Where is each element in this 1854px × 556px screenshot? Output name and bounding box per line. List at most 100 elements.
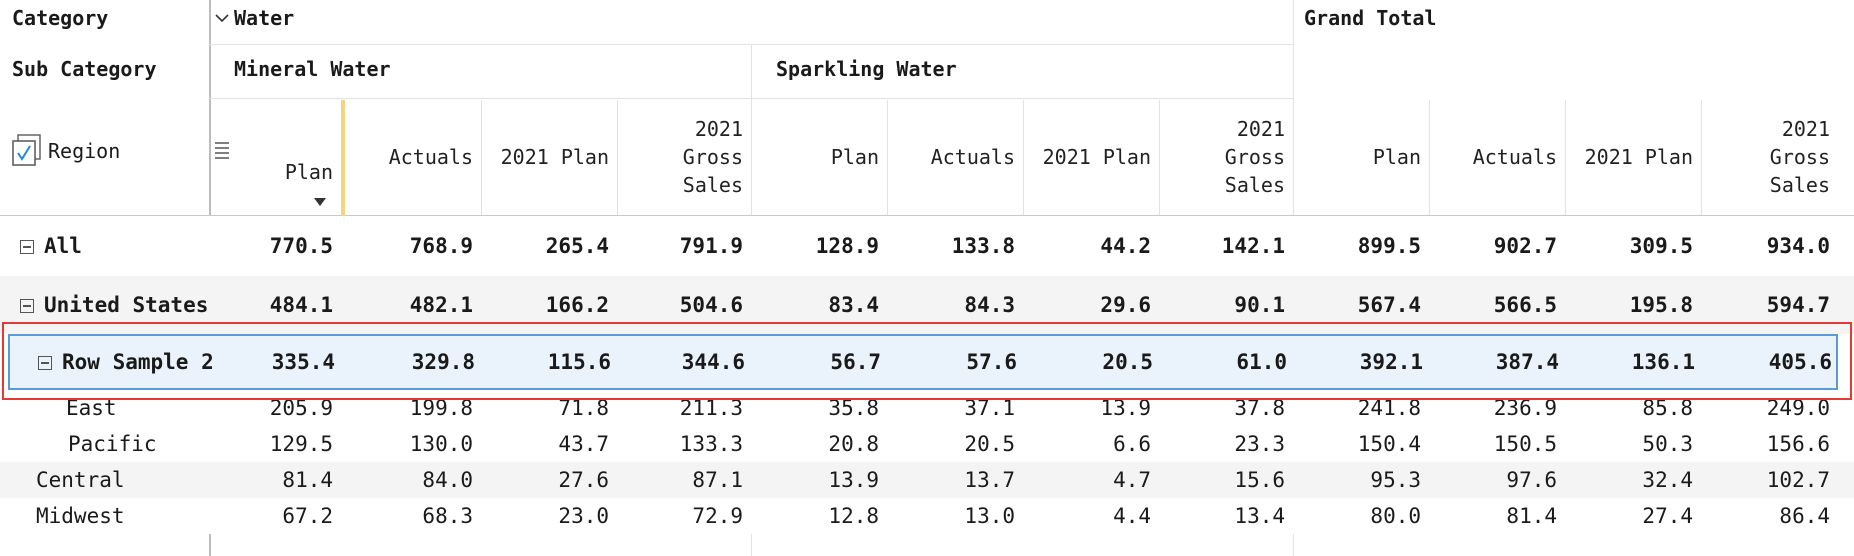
table-cell[interactable]: 4.7 [1113,468,1151,492]
table-cell[interactable]: 56.7 [830,350,881,374]
table-cell[interactable]: 20.8 [828,432,879,456]
table-cell[interactable]: 130.0 [409,432,473,456]
table-cell[interactable]: 43.7 [558,432,609,456]
table-cell[interactable]: 80.0 [1370,504,1421,528]
table-row[interactable]: Pacific 129.5 130.0 43.7 133.3 20.8 20.5 6.6 23.… [0,426,1854,462]
table-cell[interactable]: 504.6 [679,293,743,317]
table-cell[interactable]: 770.5 [269,234,333,258]
table-cell[interactable]: 85.8 [1642,396,1693,420]
table-row[interactable]: All 770.5 768.9 265.4 791.9 128.9 133.8 44.2 142… [0,216,1854,276]
table-cell[interactable]: 44.2 [1100,234,1151,258]
pivot-checkbox-icon[interactable] [12,134,42,168]
table-cell[interactable]: 27.6 [558,468,609,492]
sort-desc-icon[interactable] [313,186,327,214]
table-cell[interactable]: 335.4 [271,350,335,374]
col-header-sparkling-2021-gross[interactable]: 2021 Gross Sales [1224,117,1285,197]
table-cell[interactable]: 23.3 [1234,432,1285,456]
table-row-selected[interactable]: Row Sample 2 335.4 329.8 115.6 344.6 56.7 57.6… [8,334,1838,390]
table-cell[interactable]: 23.0 [558,504,609,528]
table-cell[interactable]: 13.0 [964,504,1015,528]
table-cell[interactable]: 567.4 [1357,293,1421,317]
table-cell[interactable]: 35.8 [828,396,879,420]
table-cell[interactable]: 37.8 [1234,396,1285,420]
col-header-total-actuals[interactable]: Actuals [1472,145,1557,169]
column-menu-icon[interactable] [214,140,230,164]
table-cell[interactable]: 72.9 [692,504,743,528]
table-cell[interactable]: 166.2 [545,293,609,317]
table-cell[interactable]: 128.9 [815,234,879,258]
table-cell[interactable]: 249.0 [1766,396,1830,420]
table-cell[interactable]: 241.8 [1357,396,1421,420]
table-cell[interactable]: 387.4 [1495,350,1559,374]
table-cell[interactable]: 150.5 [1493,432,1557,456]
table-cell[interactable]: 133.3 [679,432,743,456]
col-header-mineral-actuals[interactable]: Actuals [388,145,473,169]
table-cell[interactable]: 309.5 [1629,234,1693,258]
table-cell[interactable]: 205.9 [269,396,333,420]
table-cell[interactable]: 129.5 [269,432,333,456]
table-cell[interactable]: 199.8 [409,396,473,420]
table-cell[interactable]: 934.0 [1766,234,1830,258]
table-row[interactable]: East 205.9 199.8 71.8 211.3 35.8 37.1 13.9 37.8 2… [0,390,1854,426]
table-row[interactable]: Central 81.4 84.0 27.6 87.1 13.9 13.7 4.7 15.6 95… [0,462,1854,498]
table-cell[interactable]: 67.2 [282,504,333,528]
table-cell[interactable]: 68.3 [422,504,473,528]
table-cell[interactable]: 484.1 [269,293,333,317]
table-cell[interactable]: 95.3 [1370,468,1421,492]
table-cell[interactable]: 136.1 [1631,350,1695,374]
table-cell[interactable]: 482.1 [409,293,473,317]
chevron-down-icon[interactable] [214,9,230,28]
table-cell[interactable]: 97.6 [1506,468,1557,492]
table-cell[interactable]: 156.6 [1766,432,1830,456]
region-header[interactable]: Region [12,134,120,168]
table-cell[interactable]: 902.7 [1493,234,1557,258]
table-cell[interactable]: 20.5 [1102,350,1153,374]
table-cell[interactable]: 84.3 [964,293,1015,317]
table-cell[interactable]: 265.4 [545,234,609,258]
table-row[interactable]: Midwest 67.2 68.3 23.0 72.9 12.8 13.0 4.4 13.4 80… [0,498,1854,534]
table-cell[interactable]: 13.9 [828,468,879,492]
table-cell[interactable]: 329.8 [411,350,475,374]
col-header-sparkling-2021-plan[interactable]: 2021 Plan [1042,145,1151,169]
table-cell[interactable]: 27.4 [1642,504,1693,528]
table-cell[interactable]: 37.1 [964,396,1015,420]
table-cell[interactable]: 211.3 [679,396,743,420]
table-cell[interactable]: 899.5 [1357,234,1421,258]
table-cell[interactable]: 115.6 [547,350,611,374]
table-cell[interactable]: 102.7 [1766,468,1830,492]
table-cell[interactable]: 83.4 [828,293,879,317]
table-cell[interactable]: 13.7 [964,468,1015,492]
col-header-total-2021-gross[interactable]: 2021 Gross Sales [1769,117,1830,197]
table-cell[interactable]: 87.1 [692,468,743,492]
table-cell[interactable]: 150.4 [1357,432,1421,456]
table-cell[interactable]: 20.5 [964,432,1015,456]
table-cell[interactable]: 32.4 [1642,468,1693,492]
table-cell[interactable]: 236.9 [1493,396,1557,420]
table-cell[interactable]: 6.6 [1113,432,1151,456]
table-cell[interactable]: 195.8 [1629,293,1693,317]
collapse-icon[interactable] [20,240,34,254]
col-header-mineral-2021-plan[interactable]: 2021 Plan [500,145,609,169]
col-header-total-plan[interactable]: Plan [1372,145,1421,169]
table-cell[interactable]: 61.0 [1236,350,1287,374]
table-cell[interactable]: 81.4 [282,468,333,492]
table-cell[interactable]: 81.4 [1506,504,1557,528]
table-cell[interactable]: 142.1 [1221,234,1285,258]
table-cell[interactable]: 791.9 [679,234,743,258]
table-cell[interactable]: 344.6 [681,350,745,374]
table-cell[interactable]: 405.6 [1768,350,1832,374]
col-header-mineral-plan[interactable]: Plan [211,100,341,214]
table-cell[interactable]: 594.7 [1766,293,1830,317]
table-cell[interactable]: 71.8 [558,396,609,420]
table-cell[interactable]: 15.6 [1234,468,1285,492]
col-header-mineral-2021-gross[interactable]: 2021 Gross Sales [682,117,743,197]
table-cell[interactable]: 13.4 [1234,504,1285,528]
table-cell[interactable]: 392.1 [1359,350,1423,374]
col-header-sparkling-actuals[interactable]: Actuals [930,145,1015,169]
table-cell[interactable]: 57.6 [966,350,1017,374]
table-cell[interactable]: 86.4 [1779,504,1830,528]
table-cell[interactable]: 566.5 [1493,293,1557,317]
table-cell[interactable]: 90.1 [1234,293,1285,317]
table-cell[interactable]: 29.6 [1100,293,1151,317]
col-header-total-2021-plan[interactable]: 2021 Plan [1584,145,1693,169]
